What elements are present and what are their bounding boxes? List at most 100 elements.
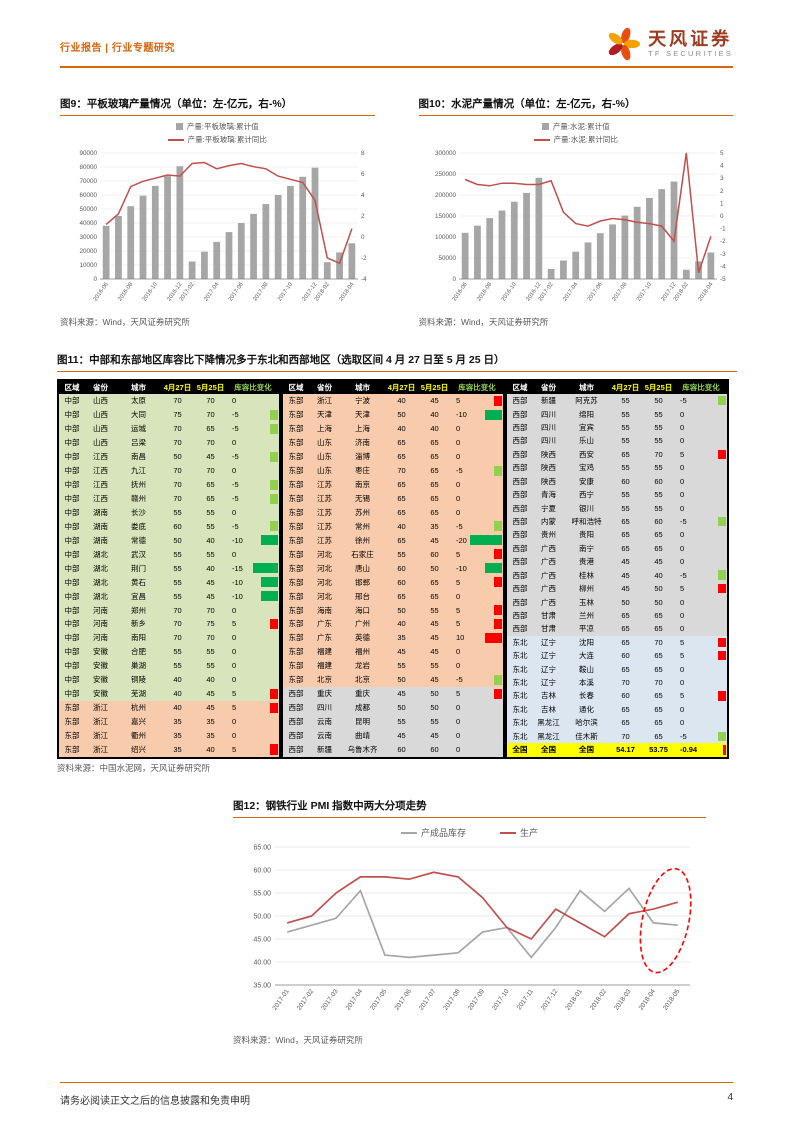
province-cell: 四川 xyxy=(541,423,556,433)
region-cell: 西部 xyxy=(512,490,528,500)
region-cell: 东部 xyxy=(64,730,80,740)
change-cell: 0 xyxy=(680,718,685,728)
may25-value-cell: 65 xyxy=(654,718,663,728)
city-cell: 淄博 xyxy=(355,452,370,462)
region-cell: 中部 xyxy=(64,410,80,420)
province-cell: 辽宁 xyxy=(541,651,556,661)
city-cell: 娄底 xyxy=(131,521,146,531)
svg-text:2017-05: 2017-05 xyxy=(369,988,389,1012)
may25-value-cell: 45 xyxy=(430,535,439,545)
city-cell: 贵港 xyxy=(579,557,594,567)
may25-value-cell: 65 xyxy=(430,480,439,490)
legend-item: 产量:平板玻璃:累计同比 xyxy=(167,134,267,145)
apr27-value-cell: 70 xyxy=(173,480,182,490)
page-header: 行业报告 | 行业专题研究 天风证券 TF SECURITIES xyxy=(60,26,733,68)
city-cell: 全国 xyxy=(579,745,594,755)
change-cell: 0 xyxy=(680,557,685,567)
change-cell: 0 xyxy=(232,661,237,671)
change-data-bar xyxy=(252,563,278,574)
change-cell: 0 xyxy=(680,463,685,473)
figure-10-source: 资料来源：Wind，天风证券研究所 xyxy=(418,317,549,327)
change-data-bar xyxy=(717,691,726,701)
table-row: 东北 辽宁 本溪 70 70 0 xyxy=(506,675,728,690)
column-header: 5月25日 xyxy=(642,380,675,394)
change-cell: 5 xyxy=(227,701,280,715)
province-cell: 四川 xyxy=(541,409,556,419)
apr27-value-cell: 70 xyxy=(173,494,182,504)
svg-text:2017-12: 2017-12 xyxy=(540,988,560,1012)
region-cell: 东部 xyxy=(288,424,304,434)
table-row: 全国 全国 全国 54.17 53.75 -0.94 xyxy=(506,742,728,758)
province-cell: 浙江 xyxy=(93,703,108,713)
svg-text:2016-08: 2016-08 xyxy=(476,282,493,303)
table-row: 中部 湖北 荆门 55 40 -15 xyxy=(58,561,280,576)
change-cell: 5 xyxy=(451,575,504,589)
change-cell: 5 xyxy=(675,636,728,649)
city-cell: 玉林 xyxy=(579,597,594,607)
figure-9-source: 资料来源：Wind，天风证券研究所 xyxy=(60,317,190,327)
table-row: 中部 安徽 巢湖 55 55 0 xyxy=(58,658,280,673)
may25-value-cell: 65 xyxy=(654,610,663,620)
city-cell: 通化 xyxy=(579,704,594,714)
region-cell: 东部 xyxy=(288,605,304,615)
may25-value-cell: 60 xyxy=(654,517,663,526)
province-cell: 安徽 xyxy=(93,647,108,657)
city-cell: 本溪 xyxy=(579,678,594,688)
province-cell: 河南 xyxy=(93,619,108,629)
city-cell: 南阳 xyxy=(131,633,146,643)
change-cell: 0 xyxy=(232,549,237,559)
change-cell: 0 xyxy=(680,490,685,500)
table-row: 西部 四川 绵阳 55 55 0 xyxy=(506,407,728,421)
region-cell: 东部 xyxy=(288,535,304,545)
province-cell: 江苏 xyxy=(317,494,332,504)
change-cell: -5 xyxy=(227,408,280,422)
change-cell: -5 xyxy=(451,673,504,687)
may25-value-cell: 65 xyxy=(430,438,439,448)
change-cell: 5 xyxy=(675,649,728,662)
province-cell: 广西 xyxy=(541,543,556,553)
change-cell: 10 xyxy=(451,631,504,645)
change-cell: -5 xyxy=(451,519,504,533)
city-cell: 鞍山 xyxy=(579,664,594,674)
table-row: 东部 浙江 衢州 35 35 0 xyxy=(58,728,280,743)
column-header: 4月27日 xyxy=(385,380,418,394)
city-cell: 徐州 xyxy=(355,535,370,545)
province-cell: 北京 xyxy=(317,675,332,685)
apr27-value-cell: 50 xyxy=(397,410,406,420)
change-cell: 0 xyxy=(456,730,461,740)
change-data-bar xyxy=(269,744,278,755)
may25-value-cell: 40 xyxy=(430,424,439,434)
city-cell: 重庆 xyxy=(355,689,370,699)
column-header: 省份 xyxy=(85,380,116,394)
column-header: 5月25日 xyxy=(194,380,227,394)
region-cell: 西部 xyxy=(512,503,528,513)
may25-value-cell: 60 xyxy=(430,745,439,755)
may25-value-cell: 55 xyxy=(654,490,663,500)
city-cell: 西安 xyxy=(579,449,594,459)
province-cell: 辽宁 xyxy=(541,664,556,674)
apr27-value-cell: 65 xyxy=(397,494,406,504)
svg-text:2017-10: 2017-10 xyxy=(635,282,652,303)
province-cell: 山东 xyxy=(317,466,332,476)
apr27-value-cell: 70 xyxy=(173,424,182,434)
change-cell: 5 xyxy=(451,687,504,701)
apr27-value-cell: 65 xyxy=(397,452,406,462)
change-cell: 0 xyxy=(456,424,461,434)
may25-value-cell: 65 xyxy=(654,664,663,674)
apr27-value-cell: 55 xyxy=(397,717,406,727)
city-cell: 南京 xyxy=(355,480,370,490)
charts-row: 图9：平板玻璃产量情况（单位：左-亿元，右-%） 产量:平板玻璃:累计值 产量:平… xyxy=(60,96,733,328)
province-cell: 河南 xyxy=(93,633,108,643)
province-cell: 天津 xyxy=(317,410,332,420)
city-cell: 桂林 xyxy=(579,570,594,580)
table-row: 中部 安徽 铜陵 40 40 0 xyxy=(58,672,280,687)
province-cell: 江苏 xyxy=(317,507,332,517)
inventory-table-group-1: 区域 省份 城市 4月27日 5月25日 库容比变化 中部 山西 太原 70 70 0 中部 山西 大同 75… xyxy=(57,379,281,759)
change-cell: 5 xyxy=(227,617,280,631)
region-cell: 东北 xyxy=(512,704,528,714)
table-row: 中部 江西 赣州 70 65 -5 xyxy=(58,491,280,506)
apr27-value-cell: 65 xyxy=(621,610,630,620)
inventory-table-group-3: 区域 省份 城市 4月27日 5月25日 库容比变化 西部 新疆 阿克苏 55 50 -5 西部 四川 绵阳… xyxy=(505,379,729,759)
svg-text:250000: 250000 xyxy=(434,171,456,178)
region-cell: 西部 xyxy=(512,610,528,620)
